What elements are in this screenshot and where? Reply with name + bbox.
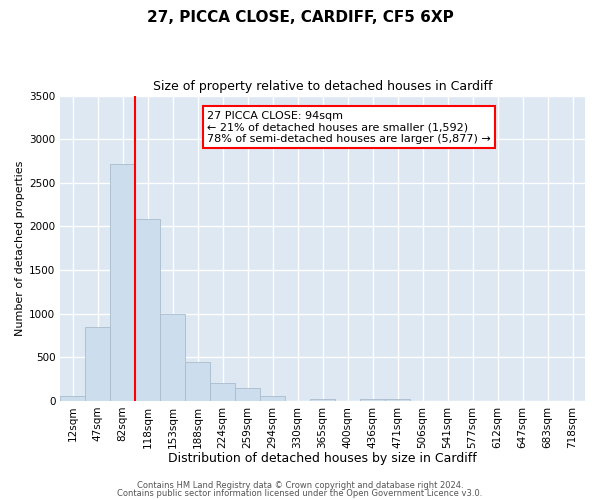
Text: 27, PICCA CLOSE, CARDIFF, CF5 6XP: 27, PICCA CLOSE, CARDIFF, CF5 6XP	[146, 10, 454, 25]
Bar	[60, 396, 85, 401]
Text: Contains HM Land Registry data © Crown copyright and database right 2024.: Contains HM Land Registry data © Crown c…	[137, 481, 463, 490]
Text: Contains public sector information licensed under the Open Government Licence v3: Contains public sector information licen…	[118, 488, 482, 498]
Bar	[160, 314, 185, 401]
X-axis label: Distribution of detached houses by size in Cardiff: Distribution of detached houses by size …	[168, 452, 477, 465]
Bar	[310, 398, 335, 401]
Bar	[185, 362, 210, 401]
Title: Size of property relative to detached houses in Cardiff: Size of property relative to detached ho…	[153, 80, 493, 93]
Bar	[385, 399, 410, 401]
Bar	[210, 384, 235, 401]
Bar	[110, 164, 135, 401]
Y-axis label: Number of detached properties: Number of detached properties	[15, 160, 25, 336]
Bar	[260, 396, 285, 401]
Bar	[135, 220, 160, 401]
Bar	[85, 326, 110, 401]
Text: 27 PICCA CLOSE: 94sqm
← 21% of detached houses are smaller (1,592)
78% of semi-d: 27 PICCA CLOSE: 94sqm ← 21% of detached …	[207, 111, 491, 144]
Bar	[235, 388, 260, 401]
Bar	[360, 399, 385, 401]
